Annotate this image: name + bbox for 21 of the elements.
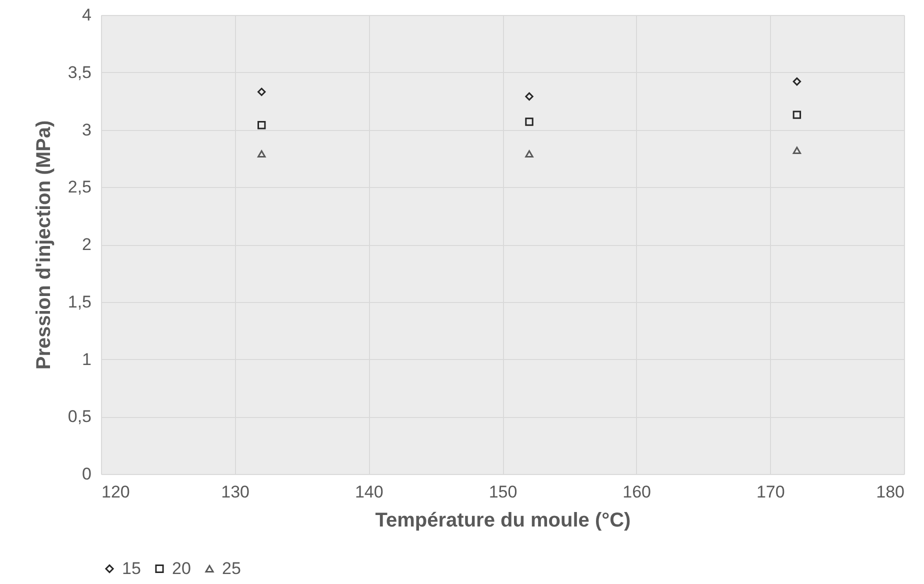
y-tick-label: 4 <box>82 6 92 24</box>
y-tick-label: 0 <box>82 464 92 484</box>
x-tick-label: 150 <box>488 482 518 502</box>
y-axis-title: Pression d'injection (MPa) <box>32 120 55 370</box>
x-tick-label: 160 <box>622 482 652 502</box>
x-tick-label: 120 <box>102 482 130 502</box>
x-tick-label: 140 <box>354 482 384 502</box>
x-tick-label: 170 <box>756 482 785 502</box>
y-tick-label: 1 <box>82 350 92 369</box>
y-tick-label: 2 <box>82 235 92 254</box>
y-tick-label: 0,5 <box>68 407 92 426</box>
x-axis-title: Température du moule (°C) <box>375 510 631 532</box>
y-tick-label: 3 <box>82 120 92 140</box>
legend-label: 15 <box>122 558 141 578</box>
x-tick-label: 180 <box>876 482 904 502</box>
y-tick-label: 1,5 <box>68 292 92 312</box>
y-tick-label: 3,5 <box>68 62 92 82</box>
legend-label: 20 <box>172 558 191 578</box>
x-tick-label: 130 <box>221 482 250 502</box>
y-tick-label: 2,5 <box>68 178 92 197</box>
legend-label: 25 <box>222 558 241 578</box>
